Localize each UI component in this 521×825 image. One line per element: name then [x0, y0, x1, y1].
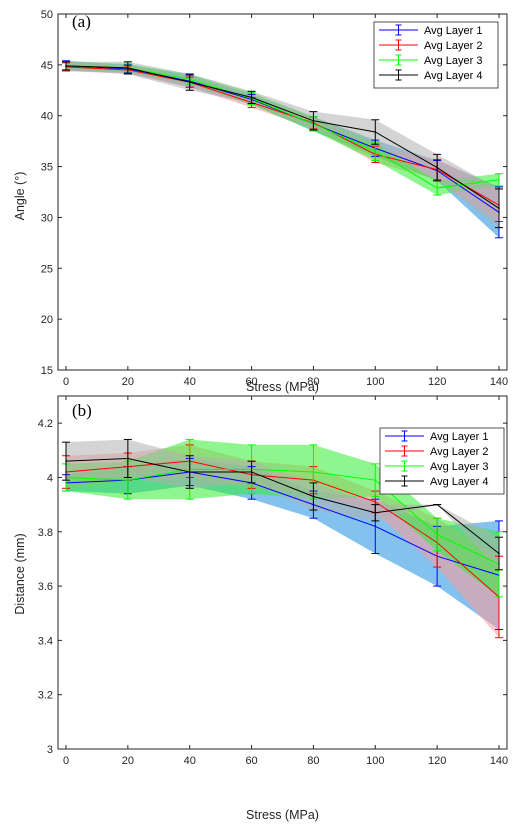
data-point — [374, 501, 377, 503]
legend-label: Avg Layer 3 — [430, 461, 489, 473]
legend-label: Avg Layer 4 — [424, 70, 483, 82]
legend-label: Avg Layer 1 — [430, 431, 489, 443]
data-point — [127, 67, 129, 69]
x-tick-label: 20 — [122, 376, 134, 388]
legend-label: Avg Layer 2 — [430, 446, 489, 458]
y-tick-label: 25 — [41, 263, 53, 275]
chart-panel-2: 0 20 40 60 80 100 120 140 3 3.2 3.4 3.6 3.8 4 4.2 Stres… — [13, 395, 508, 822]
data-point — [312, 120, 315, 122]
y-tick-label: 3.4 — [38, 635, 53, 647]
y-tick-label: 3.6 — [38, 581, 53, 593]
x-tick-label: 0 — [63, 376, 69, 388]
legend-label: Avg Layer 4 — [430, 476, 489, 488]
x-tick-label: 100 — [366, 376, 384, 388]
data-point — [436, 503, 438, 506]
x-tick-label: 60 — [245, 755, 257, 767]
data-point — [374, 511, 377, 514]
data-point — [374, 479, 377, 481]
x-tick-label: 120 — [428, 376, 446, 388]
series-line-3 — [65, 468, 500, 565]
shade-band-3 — [66, 61, 499, 196]
y-tick-label: 50 — [41, 9, 53, 21]
data-point — [436, 187, 438, 189]
x-tick-label: 140 — [490, 755, 508, 767]
data-point — [374, 150, 377, 153]
x-tick-label: 140 — [490, 376, 508, 388]
y-tick-label: 30 — [41, 212, 53, 224]
y-tick-label: 15 — [41, 365, 53, 377]
y-tick-label: 4 — [47, 472, 53, 484]
data-point — [127, 457, 129, 460]
data-point — [250, 96, 253, 99]
data-point — [65, 65, 67, 67]
x-tick-label: 100 — [366, 755, 384, 767]
x-axis-label: Stress (MPa) — [246, 380, 319, 394]
x-tick-label: 40 — [184, 755, 196, 767]
data-point — [374, 525, 377, 528]
panel-label: (b) — [72, 401, 92, 420]
y-tick-label: 3.8 — [38, 527, 53, 539]
legend-label: Avg Layer 1 — [424, 25, 483, 37]
axes-box — [57, 395, 508, 750]
legend-label: Avg Layer 2 — [424, 40, 483, 52]
x-tick-label: 40 — [184, 376, 196, 388]
legend-box — [373, 21, 499, 89]
y-tick-label: 40 — [41, 111, 53, 123]
data-point — [498, 178, 500, 181]
data-point — [436, 166, 438, 169]
series-line-4 — [65, 457, 500, 554]
axes-box — [57, 13, 508, 371]
x-axis-label: Stress (MPa) — [246, 808, 319, 822]
y-tick-label: 3.2 — [38, 690, 53, 702]
legend: Avg Layer 1 Avg Layer 2 Avg Layer 3 Avg Lay… — [379, 427, 505, 495]
x-tick-label: 80 — [307, 755, 319, 767]
data-point — [312, 471, 315, 473]
data-point — [436, 533, 438, 536]
y-tick-label: 35 — [41, 162, 53, 174]
data-point — [498, 552, 500, 555]
data-point — [374, 131, 377, 133]
data-point — [250, 471, 253, 473]
data-point — [312, 495, 315, 498]
y-tick-label: 4.2 — [38, 418, 53, 430]
x-tick-label: 60 — [245, 376, 257, 388]
y-tick-label: 45 — [41, 60, 53, 72]
data-point — [188, 471, 191, 473]
data-point — [188, 81, 191, 83]
series-line-2 — [65, 66, 500, 206]
x-tick-label: 120 — [428, 755, 446, 767]
data-point — [65, 460, 67, 462]
y-tick-label: 20 — [41, 314, 53, 326]
legend-label: Avg Layer 3 — [424, 55, 483, 67]
panel-label: (a) — [72, 12, 91, 31]
legend-box — [379, 427, 505, 495]
x-tick-label: 0 — [63, 755, 69, 767]
series-line-4 — [65, 65, 500, 209]
legend: Avg Layer 1 Avg Layer 2 Avg Layer 3 Avg Lay… — [373, 21, 499, 89]
shade-band-4 — [66, 61, 499, 228]
x-tick-label: 20 — [122, 755, 134, 767]
x-tick-label: 80 — [307, 376, 319, 388]
y-tick-label: 3 — [47, 744, 53, 756]
data-point — [498, 207, 500, 210]
y-axis-label: Angle (°) — [13, 172, 27, 221]
data-point — [127, 479, 129, 481]
chart-panel-1: 0 20 40 60 80 100 120 140 15 20 25 30 35 40 45 50 Stress… — [13, 9, 508, 394]
series-line-2 — [65, 460, 500, 598]
y-axis-label: Distance (mm) — [13, 533, 27, 614]
